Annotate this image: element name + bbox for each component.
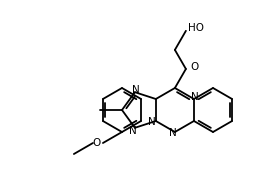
Text: N: N: [191, 92, 199, 102]
Text: O: O: [93, 138, 101, 148]
Text: O: O: [190, 62, 198, 72]
Text: N: N: [148, 117, 156, 127]
Text: N: N: [129, 126, 137, 136]
Text: N: N: [169, 128, 177, 138]
Text: N: N: [132, 85, 140, 95]
Text: HO: HO: [188, 23, 204, 33]
